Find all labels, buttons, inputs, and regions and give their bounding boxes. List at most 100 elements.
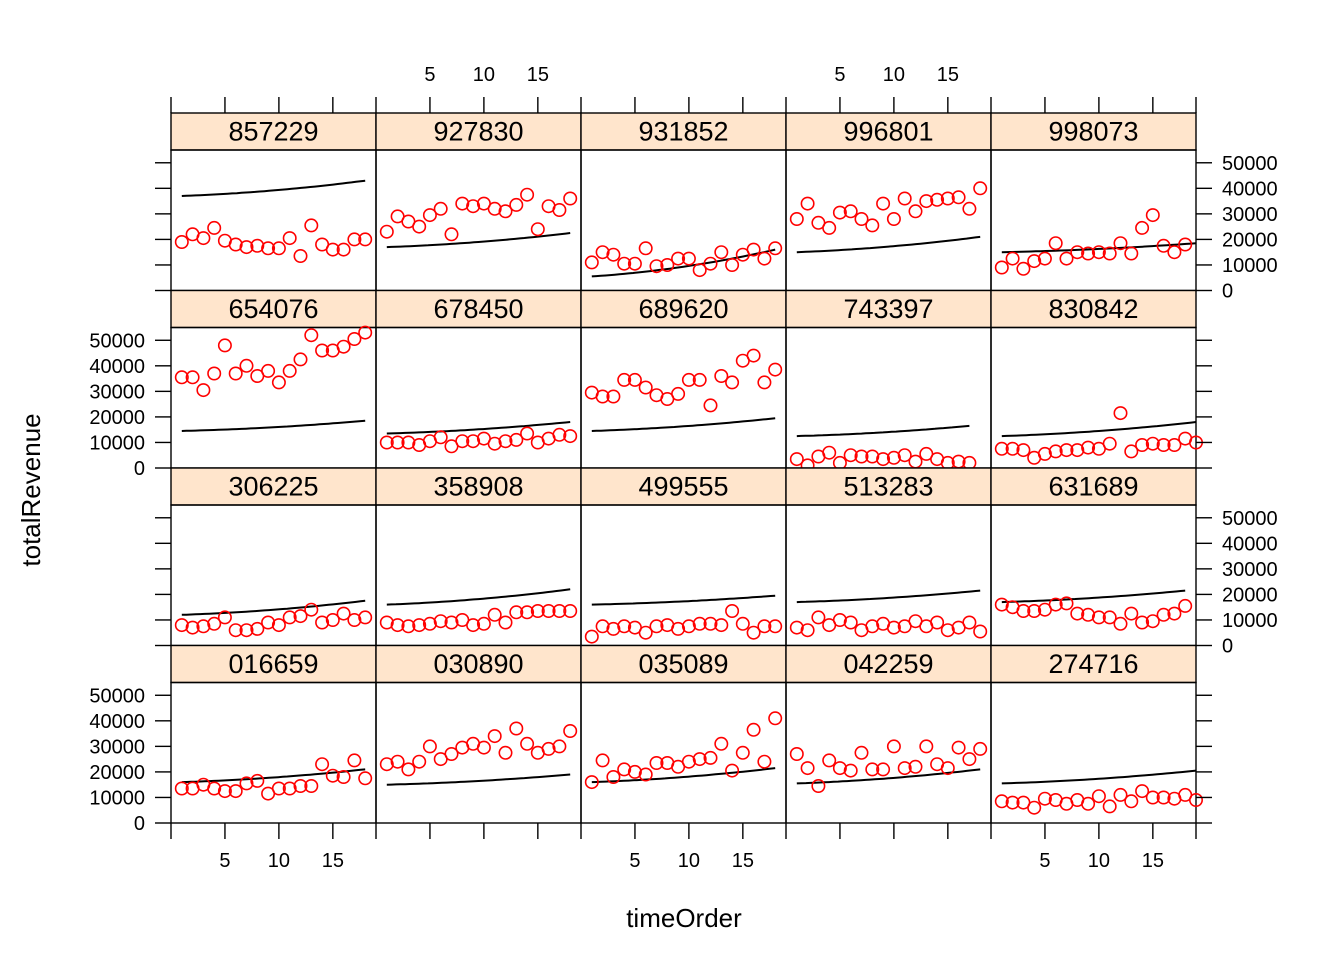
data-point [520, 426, 535, 441]
data-point [196, 231, 211, 246]
data-point [606, 389, 621, 404]
x-tick-label: 10 [1088, 850, 1110, 872]
data-point [347, 612, 362, 627]
data-point [325, 612, 340, 627]
data-point [217, 338, 232, 353]
y-tick-label: 40000 [1222, 178, 1278, 200]
data-point [951, 740, 966, 755]
data-point [908, 454, 923, 469]
data-point [1145, 614, 1160, 629]
data-point [228, 237, 243, 252]
data-point [681, 619, 696, 634]
data-point [735, 745, 750, 760]
data-point [476, 740, 491, 755]
data-point [261, 363, 276, 378]
data-point [876, 762, 891, 777]
data-point [876, 452, 891, 467]
data-point [746, 625, 761, 640]
y-tick-label: 50000 [89, 685, 145, 707]
y-tick-label: 20000 [89, 762, 145, 784]
data-point [908, 204, 923, 219]
data-point [1178, 598, 1193, 613]
data-point [1156, 790, 1171, 805]
data-point [552, 427, 567, 442]
data-point [174, 235, 189, 250]
y-tick-label: 20000 [89, 407, 145, 429]
data-point [304, 778, 319, 793]
data-point [1124, 794, 1139, 809]
data-point [627, 764, 642, 779]
data-point [606, 247, 621, 262]
panel-042259: 042259 [785, 644, 992, 824]
panel-strip [990, 112, 1197, 151]
data-point [207, 781, 222, 796]
panel-strip [990, 289, 1197, 329]
data-point [832, 761, 847, 776]
data-point [315, 343, 330, 358]
data-point [649, 619, 664, 634]
data-point [865, 218, 880, 233]
panel-358908: 358908 [375, 467, 582, 647]
data-point [466, 199, 481, 214]
data-point [239, 358, 254, 373]
data-point [563, 429, 578, 444]
panel-fit-line [181, 419, 366, 432]
data-point [196, 383, 211, 398]
data-point [325, 242, 340, 257]
data-point [1005, 795, 1020, 810]
data-point [498, 615, 513, 630]
data-point [250, 238, 265, 253]
data-point [919, 739, 934, 754]
data-point [1081, 246, 1096, 261]
data-point [509, 197, 524, 212]
panel-strip-label: 689620 [638, 294, 728, 324]
data-point [1102, 799, 1117, 814]
data-point [973, 181, 988, 196]
data-point [315, 615, 330, 630]
panel-016659: 016659 [170, 644, 377, 824]
data-point [617, 619, 632, 634]
data-point [768, 619, 783, 634]
data-point [1145, 436, 1160, 451]
data-point [498, 745, 513, 760]
panel-strip [375, 467, 582, 506]
data-point [379, 224, 394, 239]
data-point [865, 619, 880, 634]
data-point [552, 603, 567, 618]
data-point [390, 618, 405, 633]
panel-strip-label: 035089 [638, 649, 728, 679]
data-point [789, 746, 804, 761]
data-point [358, 610, 373, 625]
data-point [520, 187, 535, 202]
panel-strip [580, 289, 787, 329]
data-point [1124, 606, 1139, 621]
data-point [725, 603, 740, 618]
data-point [1059, 251, 1074, 266]
panel-strip [375, 644, 582, 684]
data-point [897, 448, 912, 463]
data-point [228, 784, 243, 799]
data-point [358, 232, 373, 247]
data-point [271, 781, 286, 796]
panel-plot-area [375, 326, 582, 469]
data-point [1167, 606, 1182, 621]
panel-274716: 274716 [990, 644, 1204, 824]
panel-654076: 654076 [170, 289, 377, 469]
panel-631689: 631689 [990, 467, 1197, 647]
panel-fit-line [796, 768, 981, 785]
data-point [358, 325, 373, 340]
data-point [908, 759, 923, 774]
data-point [336, 606, 351, 621]
data-point [444, 227, 459, 242]
data-point [876, 196, 891, 211]
data-point [271, 241, 286, 256]
panel-830842: 830842 [990, 289, 1204, 469]
data-point [466, 618, 481, 633]
data-point [757, 375, 772, 390]
data-point [207, 220, 222, 235]
data-point [563, 723, 578, 738]
panel-strip [990, 644, 1197, 684]
data-point [714, 245, 729, 260]
data-point [347, 331, 362, 346]
data-point [811, 778, 826, 793]
